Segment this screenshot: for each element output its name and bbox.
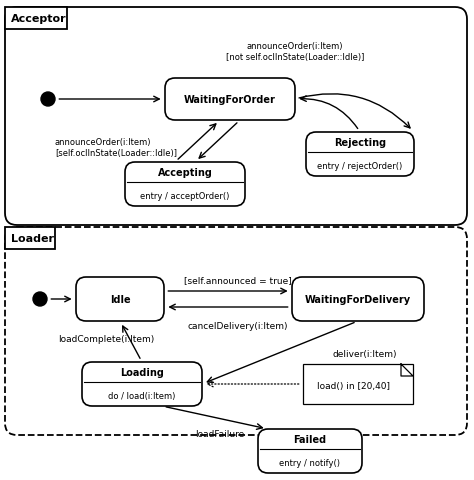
FancyBboxPatch shape: [82, 362, 202, 406]
Text: WaitingForDelivery: WaitingForDelivery: [305, 294, 411, 304]
Text: load() in [20,40]: load() in [20,40]: [318, 382, 391, 391]
Text: loadComplete(i:Item): loadComplete(i:Item): [58, 335, 154, 344]
Text: deliver(i:Item): deliver(i:Item): [333, 350, 397, 359]
Text: do / load(i:Item): do / load(i:Item): [109, 392, 176, 401]
Text: Acceptor: Acceptor: [11, 14, 67, 24]
Text: loadFailure: loadFailure: [195, 430, 245, 439]
Text: [self.announced = true]: [self.announced = true]: [184, 276, 292, 285]
Text: Rejecting: Rejecting: [334, 138, 386, 148]
Text: announceOrder(i:Item)
[self.oclInState(Loader::Idle)]: announceOrder(i:Item) [self.oclInState(L…: [55, 138, 177, 157]
Text: Loading: Loading: [120, 367, 164, 377]
FancyBboxPatch shape: [303, 364, 413, 404]
Text: WaitingForOrder: WaitingForOrder: [184, 95, 276, 105]
FancyBboxPatch shape: [5, 228, 55, 250]
Text: Loader: Loader: [11, 233, 54, 243]
FancyBboxPatch shape: [125, 163, 245, 206]
FancyBboxPatch shape: [5, 228, 467, 435]
Text: entry / rejectOrder(): entry / rejectOrder(): [318, 162, 402, 171]
FancyBboxPatch shape: [165, 79, 295, 121]
Text: Idle: Idle: [109, 294, 130, 304]
FancyBboxPatch shape: [306, 133, 414, 177]
Text: entry / notify(): entry / notify(): [280, 458, 340, 468]
FancyBboxPatch shape: [292, 277, 424, 321]
FancyBboxPatch shape: [258, 429, 362, 473]
Text: entry / acceptOrder(): entry / acceptOrder(): [140, 192, 230, 201]
Circle shape: [33, 292, 47, 306]
Text: Failed: Failed: [293, 434, 327, 444]
Text: announceOrder(i:Item)
[not self.oclInState(Loader::Idle)]: announceOrder(i:Item) [not self.oclInSta…: [226, 42, 364, 61]
Text: Accepting: Accepting: [157, 168, 212, 178]
Circle shape: [41, 93, 55, 107]
FancyBboxPatch shape: [5, 8, 67, 30]
FancyBboxPatch shape: [76, 277, 164, 321]
FancyBboxPatch shape: [5, 8, 467, 226]
Text: cancelDelivery(i:Item): cancelDelivery(i:Item): [188, 321, 288, 330]
